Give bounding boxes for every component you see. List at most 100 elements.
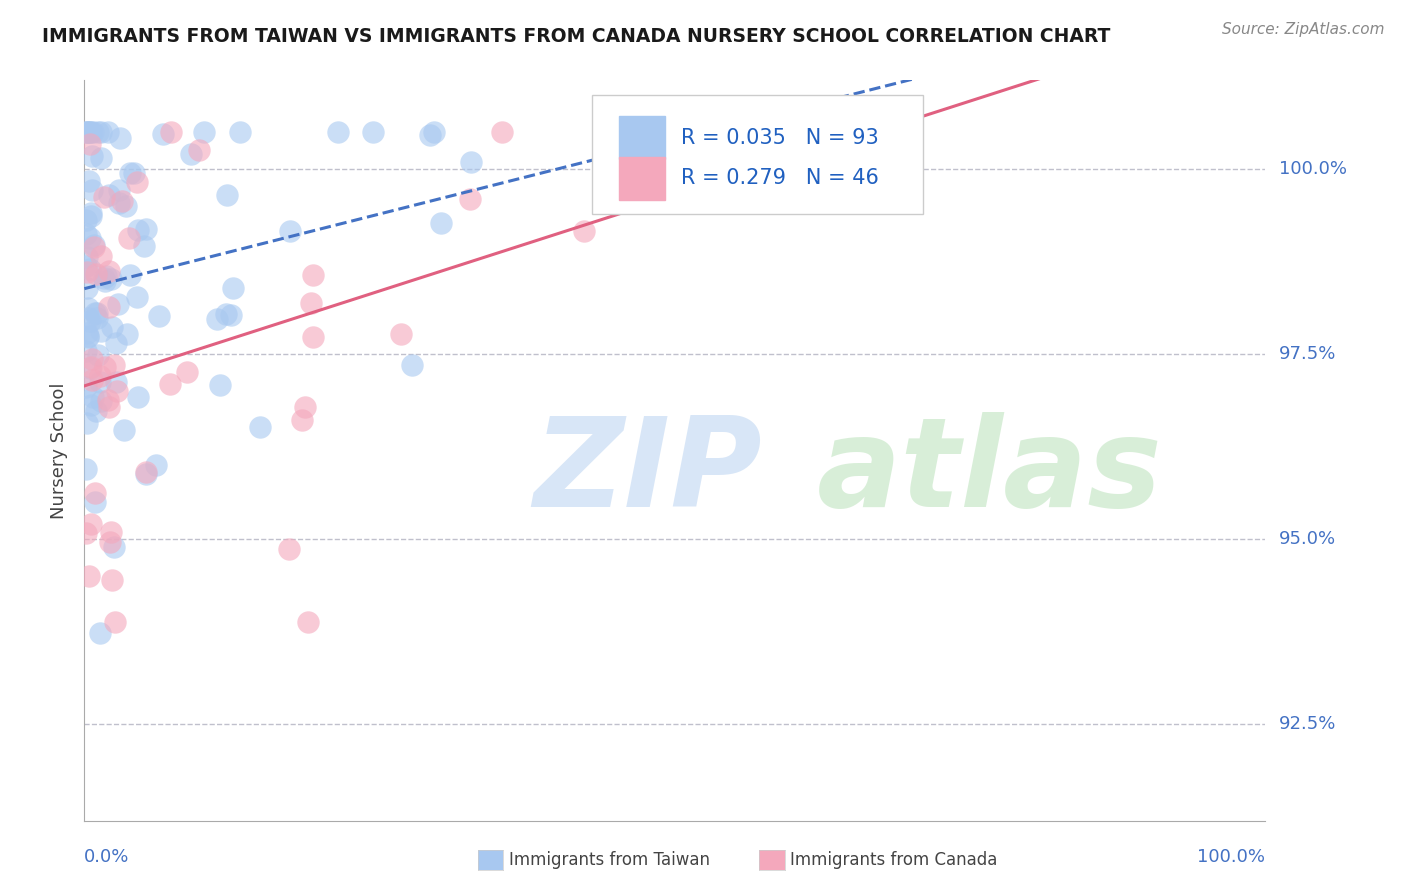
Text: 92.5%: 92.5% [1279, 715, 1337, 733]
Point [491, 125, 513, 139]
Point [118, 166, 141, 180]
Point [389, 327, 412, 342]
Point [96, 268, 118, 283]
Point [76, 264, 98, 278]
Point [79, 136, 101, 151]
Text: R = 0.279   N = 46: R = 0.279 N = 46 [681, 169, 879, 188]
Point [89, 375, 111, 389]
Point [93, 190, 115, 204]
Point [215, 188, 238, 202]
Point [458, 192, 481, 206]
Point [711, 125, 734, 139]
Point [77, 329, 100, 343]
Point [97, 125, 120, 139]
Point [229, 125, 252, 139]
Point [76, 250, 98, 264]
Point [108, 195, 131, 210]
Text: 0.0%: 0.0% [84, 848, 129, 866]
Point [115, 326, 138, 341]
Point [100, 271, 122, 285]
Point [94, 274, 117, 288]
Point [80, 125, 103, 139]
Point [79, 568, 101, 582]
Point [77, 329, 100, 343]
Point [82, 183, 104, 197]
Point [294, 400, 316, 414]
Point [76, 326, 98, 340]
FancyBboxPatch shape [592, 95, 922, 213]
Point [83, 240, 105, 254]
Point [108, 183, 131, 197]
Point [82, 373, 104, 387]
Point [75, 344, 97, 359]
Point [249, 419, 271, 434]
Point [97, 188, 120, 202]
Point [430, 216, 453, 230]
Point [80, 352, 103, 367]
Text: R = 0.035   N = 93: R = 0.035 N = 93 [681, 128, 879, 148]
Point [159, 125, 181, 139]
Point [86, 404, 108, 418]
Point [104, 336, 127, 351]
Point [361, 125, 384, 139]
Point [460, 154, 482, 169]
Point [328, 125, 350, 139]
Point [299, 296, 322, 310]
Point [75, 212, 97, 227]
Text: 95.0%: 95.0% [1279, 531, 1337, 549]
Point [188, 143, 211, 157]
Point [75, 525, 97, 540]
Point [76, 281, 98, 295]
Point [423, 125, 446, 139]
Point [90, 394, 112, 409]
Point [82, 390, 104, 404]
Point [75, 125, 97, 139]
FancyBboxPatch shape [620, 116, 665, 160]
Point [219, 308, 242, 322]
Point [297, 615, 319, 629]
Point [103, 540, 125, 554]
Point [89, 625, 111, 640]
Point [104, 615, 127, 629]
Point [80, 359, 103, 374]
Point [93, 360, 115, 375]
Point [118, 268, 141, 282]
Point [84, 306, 107, 320]
Point [77, 125, 100, 139]
Point [301, 268, 323, 282]
Point [76, 311, 98, 326]
Point [112, 423, 135, 437]
Point [93, 270, 115, 285]
FancyBboxPatch shape [620, 156, 665, 200]
Point [419, 128, 441, 142]
Point [127, 223, 149, 237]
Text: ZIP: ZIP [533, 412, 762, 533]
Point [118, 231, 141, 245]
Point [86, 306, 108, 320]
Point [87, 348, 110, 362]
Text: 97.5%: 97.5% [1279, 345, 1337, 363]
Point [132, 239, 155, 253]
Point [98, 300, 121, 314]
Point [108, 131, 131, 145]
Point [572, 224, 595, 238]
Point [79, 230, 101, 244]
Point [79, 125, 101, 139]
Point [90, 324, 112, 338]
Point [752, 125, 775, 139]
Point [75, 462, 97, 476]
Point [77, 301, 100, 315]
Point [100, 319, 122, 334]
Point [107, 297, 129, 311]
Point [278, 224, 301, 238]
Point [79, 262, 101, 277]
Point [79, 314, 101, 328]
Point [105, 376, 128, 390]
Y-axis label: Nursery School: Nursery School [51, 382, 69, 519]
Text: Immigrants from Canada: Immigrants from Canada [790, 851, 997, 869]
Point [83, 238, 105, 252]
Point [291, 412, 314, 426]
Point [222, 280, 245, 294]
Point [90, 125, 112, 139]
Point [193, 125, 215, 139]
